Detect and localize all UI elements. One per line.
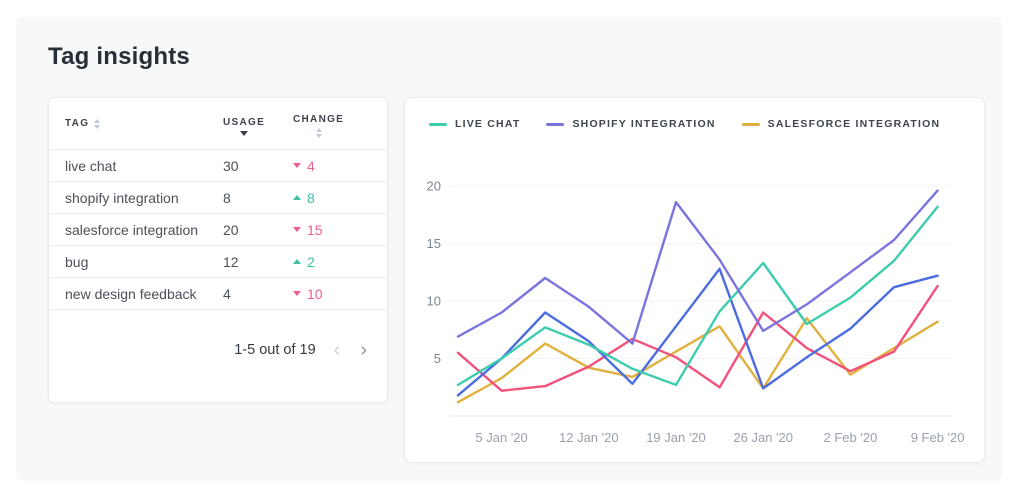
- series-line-shopify-integration: [456, 189, 939, 345]
- y-tick-label: 15: [427, 236, 441, 251]
- change-value: 2: [307, 253, 315, 270]
- column-header-usage[interactable]: USAGE: [223, 112, 293, 136]
- chart-legend: LIVE CHAT SHOPIFY INTEGRATION SALESFORCE I…: [429, 118, 940, 130]
- table-row: salesforce integration 20 15: [49, 214, 387, 246]
- y-tick-label: 10: [427, 294, 441, 309]
- table-row: live chat 30 4: [49, 150, 387, 182]
- x-tick-label: 2 Feb '20: [824, 430, 878, 445]
- table-header-row: TAG USAGE CHANGE: [49, 98, 387, 150]
- change-cell: 15: [293, 222, 371, 238]
- change-cell: 8: [293, 190, 371, 206]
- x-tick-label: 26 Jan '20: [733, 430, 793, 445]
- series-line-salesforce-integration: [456, 317, 939, 404]
- usage-value: 12: [223, 253, 239, 270]
- tag-name: salesforce integration: [65, 221, 199, 238]
- x-tick-label: 12 Jan '20: [559, 430, 619, 445]
- table-row: shopify integration 8 8: [49, 182, 387, 214]
- y-tick-label: 5: [434, 351, 441, 366]
- legend-dash-icon: [429, 122, 447, 126]
- change-column-label: CHANGE: [293, 114, 345, 125]
- legend-label: LIVE CHAT: [455, 118, 521, 130]
- legend-label: SALESFORCE INTEGRATION: [767, 118, 941, 130]
- change-cell: 4: [293, 158, 371, 174]
- usage-value: 20: [223, 221, 239, 238]
- change-value: 15: [307, 221, 323, 238]
- pagination-next-button[interactable]: ›: [360, 339, 367, 361]
- series-line-unlabeled: [456, 267, 939, 397]
- dashboard-panel: Tag insights TAG USAGE CHANGE live chat 3…: [16, 17, 1002, 481]
- legend-item-live-chat[interactable]: LIVE CHAT: [429, 118, 520, 130]
- sort-icon: [94, 118, 101, 129]
- decrease-icon: [293, 227, 301, 232]
- tag-usage-chart-card: LIVE CHAT SHOPIFY INTEGRATION SALESFORCE I…: [404, 97, 985, 463]
- x-tick-label: 5 Jan '20: [475, 430, 527, 445]
- change-value: 4: [307, 157, 315, 174]
- column-header-change[interactable]: CHANGE: [293, 109, 371, 138]
- tag-table-card: TAG USAGE CHANGE live chat 30 4 shopify int…: [48, 97, 388, 403]
- legend-dash-icon: [741, 122, 760, 126]
- table-row: new design feedback 4 10: [49, 278, 387, 310]
- sort-descending-icon: [240, 130, 249, 136]
- legend-label: SHOPIFY INTEGRATION: [572, 118, 716, 130]
- usage-value: 4: [223, 285, 231, 302]
- change-value: 8: [307, 189, 315, 206]
- usage-value: 8: [223, 189, 231, 206]
- series-line-live-chat: [456, 205, 939, 387]
- y-tick-label: 20: [427, 179, 441, 194]
- increase-icon: [293, 195, 301, 200]
- legend-item-salesforce-integration[interactable]: SALESFORCE INTEGRATION: [741, 118, 941, 130]
- tag-name: live chat: [65, 157, 117, 174]
- usage-value: 30: [223, 157, 239, 174]
- decrease-icon: [293, 163, 301, 168]
- table-body: live chat 30 4 shopify integration 8 8 salesfo…: [49, 150, 387, 310]
- x-tick-label: 19 Jan '20: [646, 430, 706, 445]
- legend-dash-icon: [546, 122, 565, 126]
- tag-column-label: TAG: [65, 118, 90, 129]
- page-title: Tag insights: [48, 43, 190, 70]
- tag-name: bug: [65, 253, 89, 270]
- pagination: 1-5 out of 19 ‹ ›: [49, 340, 387, 360]
- table-row: bug 12 2: [49, 246, 387, 278]
- decrease-icon: [293, 291, 301, 296]
- tag-name: new design feedback: [65, 285, 197, 302]
- chart-svg: 5 10 15 20 5 Jan '20 12 Jan '20 19 Jan '20 26 J…: [427, 179, 965, 446]
- pagination-label: 1-5 out of 19: [234, 342, 316, 358]
- series-line-unlabeled: [456, 284, 939, 392]
- sort-icon: [315, 128, 322, 138]
- change-cell: 2: [293, 254, 371, 270]
- pagination-prev-button[interactable]: ‹: [333, 339, 341, 361]
- increase-icon: [293, 259, 301, 264]
- legend-item-shopify-integration[interactable]: SHOPIFY INTEGRATION: [546, 118, 715, 130]
- x-tick-label: 9 Feb '20: [911, 430, 965, 445]
- change-value: 10: [307, 285, 323, 302]
- column-header-tag[interactable]: TAG: [65, 118, 223, 129]
- tag-name: shopify integration: [65, 189, 179, 206]
- change-cell: 10: [293, 286, 371, 302]
- usage-column-label: USAGE: [223, 116, 266, 128]
